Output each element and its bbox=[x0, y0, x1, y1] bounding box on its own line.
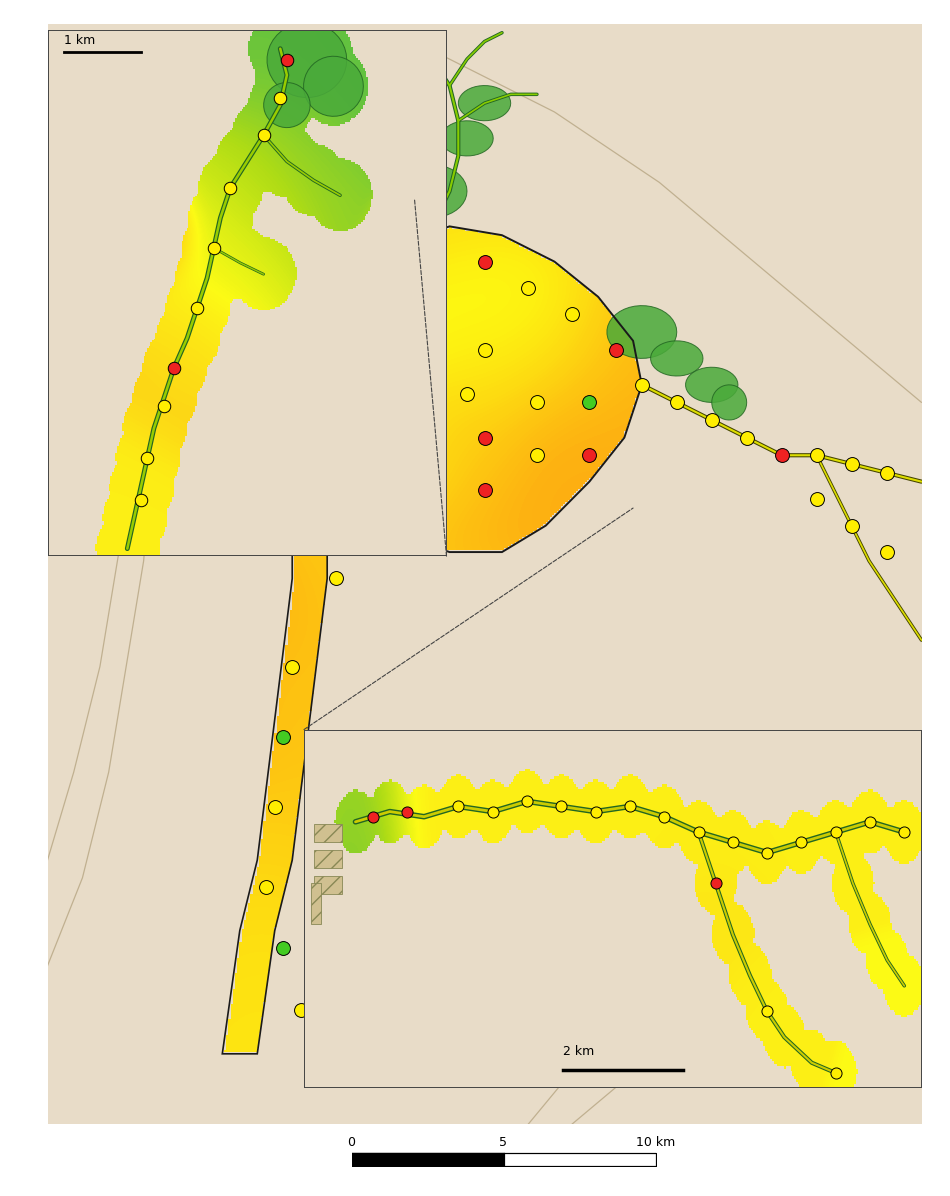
Polygon shape bbox=[397, 165, 467, 218]
Bar bbox=[214, 257, 239, 270]
Polygon shape bbox=[304, 56, 363, 116]
Bar bbox=[314, 875, 342, 893]
Polygon shape bbox=[267, 23, 347, 98]
Text: 5: 5 bbox=[500, 1136, 507, 1149]
Text: 1 km: 1 km bbox=[65, 33, 95, 47]
Polygon shape bbox=[607, 306, 676, 359]
Polygon shape bbox=[441, 121, 493, 155]
Bar bbox=[314, 850, 342, 868]
Polygon shape bbox=[264, 83, 310, 128]
Bar bbox=[311, 884, 321, 925]
Bar bbox=[214, 275, 239, 288]
Polygon shape bbox=[686, 367, 738, 402]
Polygon shape bbox=[458, 86, 511, 121]
Text: 0: 0 bbox=[348, 1136, 355, 1149]
Bar bbox=[314, 824, 342, 842]
Text: 2 km: 2 km bbox=[563, 1044, 595, 1057]
Polygon shape bbox=[651, 341, 703, 376]
Text: 10 km: 10 km bbox=[636, 1136, 675, 1149]
Polygon shape bbox=[712, 385, 747, 420]
